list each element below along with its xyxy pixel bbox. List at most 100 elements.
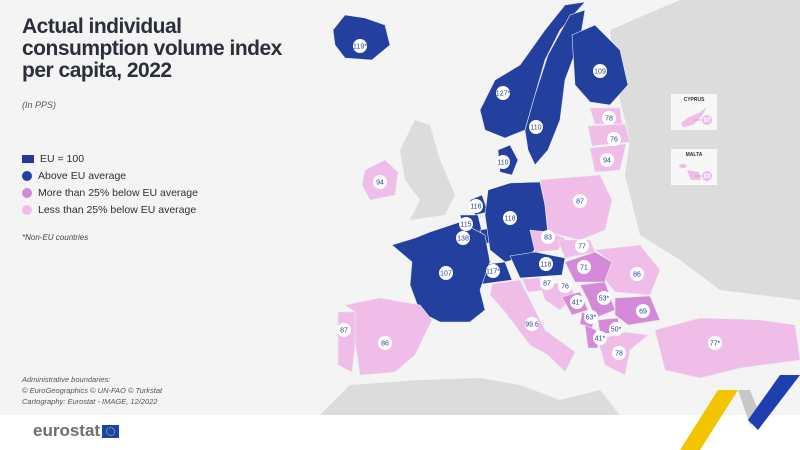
legend-eu: EU = 100 xyxy=(22,150,198,167)
legend-above: Above EU average xyxy=(22,167,198,184)
label-badge xyxy=(373,175,387,189)
label-badge xyxy=(612,346,626,360)
country-label-at: 118 xyxy=(539,257,553,271)
inset-cyprus: CYPRUS 97 xyxy=(670,93,718,131)
label-badge xyxy=(456,231,470,245)
label-badge xyxy=(496,155,510,169)
footer xyxy=(0,415,800,450)
label-badge xyxy=(486,264,500,278)
country-ro xyxy=(594,244,661,296)
country-label-be: 115 xyxy=(459,217,473,231)
country-label-tr: 77* xyxy=(708,336,722,350)
country-value: 76 xyxy=(610,137,618,144)
country-label-no: 127* xyxy=(496,86,511,100)
label-badge xyxy=(593,64,607,78)
decorative-chevrons xyxy=(680,375,800,450)
country-label-fi: 109 xyxy=(593,64,607,78)
label-badge xyxy=(353,39,367,53)
eu-flag-icon xyxy=(102,424,120,438)
country-value: 87 xyxy=(340,328,348,335)
label-badge xyxy=(577,260,591,274)
label-badge xyxy=(600,153,614,167)
label-badge xyxy=(609,322,623,336)
country-value: 69 xyxy=(639,309,647,316)
label-badge xyxy=(525,317,539,331)
country-label-nl: 116 xyxy=(469,199,483,213)
inset-value: 83 xyxy=(704,174,711,180)
legend-more-below: More than 25% below EU average xyxy=(22,184,198,201)
country-label-cz: 83 xyxy=(541,230,555,244)
country-label-al: 41* xyxy=(593,331,607,345)
land-africa xyxy=(320,378,620,415)
country-value: 78 xyxy=(605,116,613,123)
country-label-rs: 53* xyxy=(597,291,611,305)
country-value: 116 xyxy=(470,204,481,211)
country-value: 99.6 xyxy=(525,322,539,329)
label-badge xyxy=(459,217,473,231)
country-label-hu: 71 xyxy=(577,260,591,274)
country-value: 86 xyxy=(381,341,389,348)
country-pl xyxy=(539,174,613,241)
credits: Administrative boundaries: © EuroGeograp… xyxy=(22,375,163,406)
label-badge xyxy=(503,211,517,225)
label-badge xyxy=(469,199,483,213)
label-badge xyxy=(337,323,351,337)
country-value: 118 xyxy=(540,262,551,269)
country-label-lt: 94 xyxy=(600,153,614,167)
label-badge xyxy=(539,257,553,271)
country-value: 53* xyxy=(599,296,610,303)
country-label-si: 87 xyxy=(540,276,554,290)
label-badge xyxy=(496,86,510,100)
country-value: 110 xyxy=(497,160,508,167)
country-label-ro: 86 xyxy=(630,267,644,281)
inset-malta: MALTA 83 xyxy=(670,148,718,186)
eu-flag-icon xyxy=(22,154,34,163)
subtitle: (In PPS) xyxy=(22,100,57,110)
country-value: 110 xyxy=(530,125,541,132)
legend-less-below: Less than 25% below EU average xyxy=(22,201,198,218)
country-value: 63* xyxy=(586,315,597,322)
inset-value: 97 xyxy=(704,118,711,124)
country-label-lu: 138 xyxy=(456,231,470,245)
country-label-ie: 94 xyxy=(373,175,387,189)
legend: EU = 100 Above EU average More than 25% … xyxy=(22,150,198,218)
country-value: 115 xyxy=(460,222,471,229)
label-badge xyxy=(584,310,598,324)
country-label-lv: 76 xyxy=(607,132,621,146)
label-badge xyxy=(602,111,616,125)
eurostat-logo: eurostat xyxy=(33,421,120,441)
country-label-se: 110 xyxy=(529,120,543,134)
label-badge xyxy=(575,239,589,253)
country-label-de: 118 xyxy=(503,211,517,225)
country-label-mk: 50* xyxy=(609,322,623,336)
label-badge xyxy=(541,230,555,244)
country-value: 87 xyxy=(543,281,551,288)
country-value: 107 xyxy=(440,271,452,278)
country-value: 86 xyxy=(633,272,641,279)
label-badge xyxy=(708,336,722,350)
country-is xyxy=(332,14,391,61)
country-label-ch: 117* xyxy=(486,264,500,278)
land-uk xyxy=(400,120,455,220)
country-value: 138 xyxy=(457,236,469,243)
europe-map: 119* 127* 110 109 78 76 94 110 94 116 115 138 118 87 8… xyxy=(0,0,800,415)
country-label-ba: 41* xyxy=(570,295,584,309)
country-label-es: 86 xyxy=(378,336,392,350)
country-es xyxy=(344,297,433,376)
country-value: 109 xyxy=(594,69,606,76)
country-value: 41* xyxy=(572,300,583,307)
country-value: 78 xyxy=(615,351,623,358)
label-badge xyxy=(607,132,621,146)
country-label-sk: 77 xyxy=(575,239,589,253)
country-label-bg: 69 xyxy=(636,304,650,318)
country-value: 41* xyxy=(595,336,606,343)
country-value: 76 xyxy=(561,284,569,291)
label-badge xyxy=(573,194,587,208)
country-value: 127* xyxy=(496,91,511,98)
country-label-gr: 78 xyxy=(612,346,626,360)
country-label-hr: 76 xyxy=(558,279,572,293)
country-value: 77* xyxy=(710,341,721,348)
country-value: 71 xyxy=(580,265,588,272)
country-value: 118 xyxy=(504,216,515,223)
country-label-pt: 87 xyxy=(337,323,351,337)
